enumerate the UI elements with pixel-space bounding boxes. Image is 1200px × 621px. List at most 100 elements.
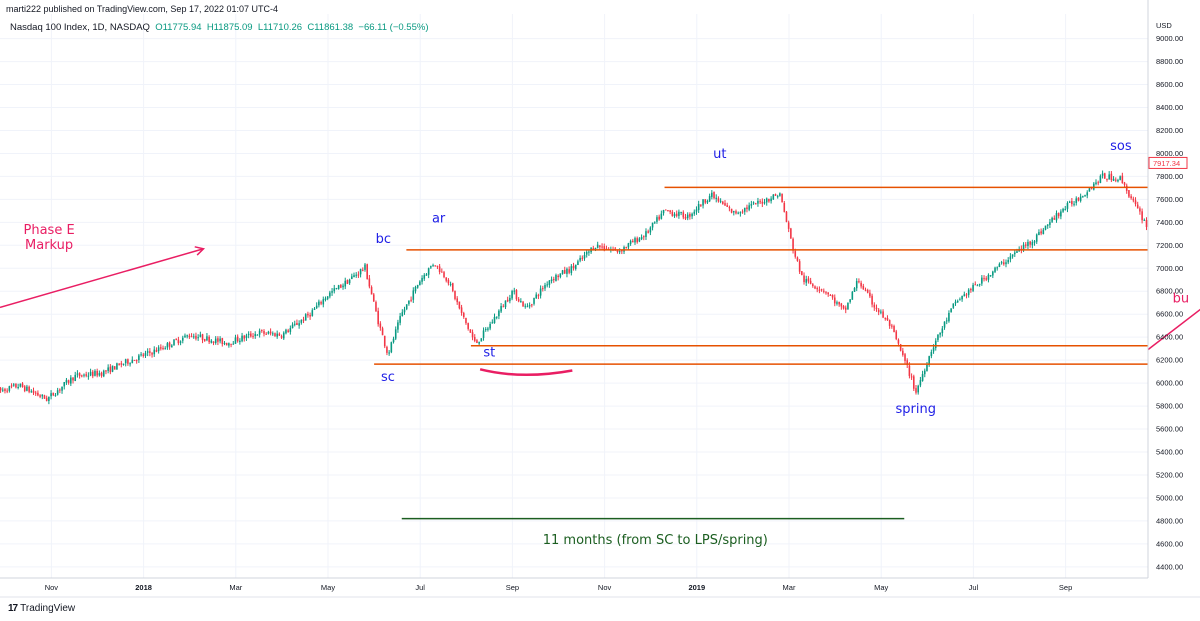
candle-body [291, 324, 294, 329]
candle-body [484, 329, 487, 331]
annotation-label: bc [376, 232, 391, 247]
candle-body [434, 265, 437, 267]
candle [412, 287, 415, 303]
candle [311, 308, 314, 317]
candle [1095, 179, 1097, 186]
candle [124, 358, 127, 367]
candle [965, 292, 968, 299]
candle [149, 348, 151, 357]
low-value: L11710.26 [257, 22, 303, 33]
candle [1053, 215, 1056, 220]
candle-body [581, 257, 584, 259]
candle [779, 192, 781, 197]
candle-body [926, 364, 928, 372]
candle-body [0, 388, 2, 391]
candle-body [1073, 203, 1075, 205]
candle-body [280, 336, 283, 338]
candle [792, 237, 794, 254]
candle [941, 325, 944, 337]
candle [533, 297, 535, 306]
annotation-label: ar [432, 211, 446, 226]
candle [423, 273, 426, 281]
candle-body [379, 323, 382, 328]
candle [572, 262, 575, 271]
candle [763, 198, 766, 205]
candle [1132, 196, 1135, 203]
symbol-name[interactable]: Nasdaq 100 Index, 1D, NASDAQ [10, 22, 150, 33]
candle-body [853, 288, 856, 292]
candle [401, 309, 404, 317]
candle-body [711, 192, 713, 197]
candle-body [985, 278, 988, 280]
candle-body [359, 269, 362, 275]
y-tick-label: 8200.00 [1156, 126, 1183, 135]
candle [581, 255, 584, 261]
candle-body [818, 289, 821, 291]
candle [1018, 246, 1020, 252]
candle [651, 222, 654, 231]
candle [634, 236, 636, 245]
candle [502, 304, 505, 308]
candle [987, 273, 990, 283]
candle [171, 344, 173, 348]
candle-body [882, 311, 884, 318]
candle-body [1086, 192, 1089, 196]
candle-body [67, 380, 70, 383]
candle [111, 365, 114, 373]
candle-body [302, 319, 305, 321]
candle [759, 199, 761, 205]
publisher-line: marti222 published on TradingView.com, S… [6, 4, 278, 14]
candle [256, 334, 259, 336]
candle-body [667, 210, 669, 212]
candle [956, 299, 959, 303]
candle [851, 290, 854, 300]
candle-body [37, 392, 39, 396]
candle [561, 269, 564, 275]
candle-body [206, 336, 208, 341]
candle-body [456, 298, 458, 303]
candle-body [956, 300, 959, 303]
candle-body [563, 270, 566, 274]
candle-body [175, 338, 177, 340]
candle-body [513, 290, 516, 292]
candle [1106, 178, 1108, 182]
candle [65, 377, 68, 385]
candle [546, 281, 548, 288]
candle [140, 352, 142, 357]
candle-body [601, 246, 603, 248]
candle-body [1125, 185, 1128, 191]
candle [484, 327, 487, 332]
candle-body [746, 207, 748, 210]
candle [880, 309, 882, 315]
candle [142, 352, 145, 358]
candle [434, 265, 437, 267]
candle [377, 307, 379, 327]
candle-body [85, 374, 87, 376]
candle-body [689, 214, 691, 217]
candle [882, 309, 884, 319]
candle [206, 333, 208, 342]
candle [952, 303, 955, 309]
candle-body [1046, 224, 1049, 226]
candle [247, 331, 250, 339]
candle-body [1029, 241, 1031, 245]
candle [972, 282, 974, 293]
candle [737, 211, 739, 215]
candle [959, 297, 961, 301]
candle-body [1110, 173, 1113, 181]
y-tick-label: 7000.00 [1156, 264, 1183, 273]
tradingview-brand[interactable]: 17 TradingView [8, 603, 75, 614]
candle [177, 336, 180, 346]
candle-body [329, 292, 331, 297]
candle-body [52, 392, 55, 396]
candle [10, 383, 13, 389]
candle-body [346, 280, 349, 284]
candle [596, 241, 599, 249]
candle [1134, 197, 1137, 207]
candle-body [904, 354, 906, 361]
candle-body [671, 211, 674, 216]
candle [1046, 224, 1049, 229]
candle-body [972, 284, 974, 291]
candle-body [19, 383, 22, 387]
candle-body [155, 350, 158, 352]
